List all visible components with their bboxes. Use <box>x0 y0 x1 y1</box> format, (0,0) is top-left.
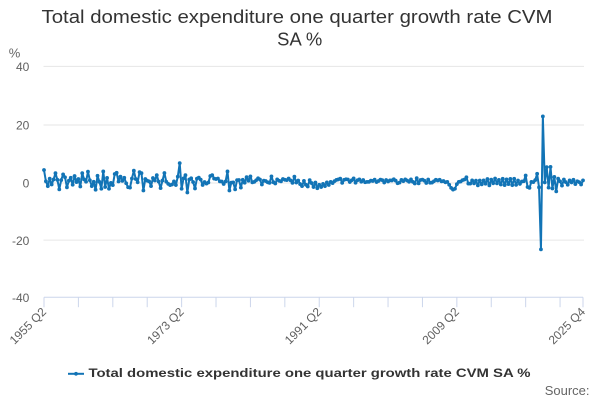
svg-text:Source:: Source: <box>545 383 590 398</box>
svg-text:1973 Q2: 1973 Q2 <box>144 304 187 347</box>
svg-text:SA %: SA % <box>277 30 322 50</box>
svg-text:2009 Q2: 2009 Q2 <box>420 304 463 347</box>
svg-text:40: 40 <box>16 60 30 74</box>
svg-text:-20: -20 <box>12 234 30 248</box>
svg-text:0: 0 <box>23 177 30 191</box>
svg-text:20: 20 <box>16 119 30 133</box>
svg-text:1991 Q2: 1991 Q2 <box>282 304 325 347</box>
svg-text:2025 Q4: 2025 Q4 <box>546 304 589 347</box>
svg-text:-40: -40 <box>12 291 30 305</box>
svg-text:%: % <box>9 45 21 60</box>
svg-text:Total domestic expenditure one: Total domestic expenditure one quarter g… <box>42 7 553 27</box>
svg-text:1955 Q2: 1955 Q2 <box>7 304 50 347</box>
svg-text:Total domestic expenditure one: Total domestic expenditure one quarter g… <box>89 366 531 380</box>
